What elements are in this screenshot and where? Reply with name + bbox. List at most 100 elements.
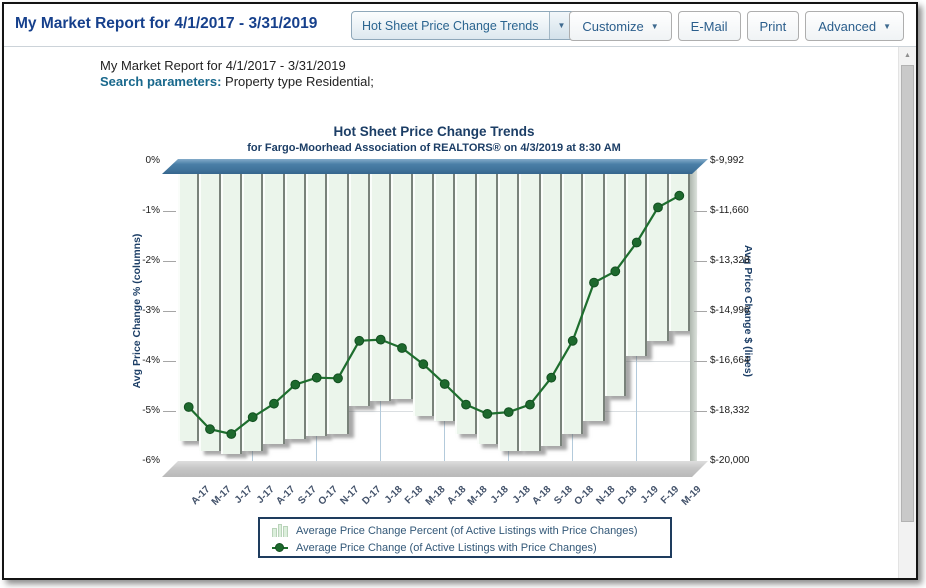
axis-tick-mark: [163, 311, 176, 312]
x-axis-label: S-18: [552, 484, 576, 507]
line-series: [183, 190, 685, 439]
column-bar: [540, 161, 562, 446]
app-window: My Market Report for 4/1/2017 - 3/31/201…: [2, 2, 918, 580]
line-marker: [567, 335, 578, 346]
line-marker: [631, 237, 642, 248]
line-marker: [226, 429, 237, 439]
line-marker: [290, 379, 301, 390]
x-axis-label: O-17: [316, 484, 341, 508]
chart-title: Hot Sheet Price Change Trends: [333, 124, 535, 139]
axis-tick-mark: [694, 311, 707, 312]
line-marker: [333, 373, 343, 384]
search-parameters: Search parameters: Property type Residen…: [100, 74, 374, 89]
line-marker: [269, 398, 279, 409]
column-bar: [220, 161, 242, 454]
line-marker: [525, 399, 535, 410]
line-marker: [546, 372, 557, 383]
legend-item: Average Price Change Percent (of Active …: [272, 522, 670, 539]
column-bar: [626, 161, 648, 356]
chevron-down-icon: ▼: [883, 21, 891, 31]
column-bar: [455, 161, 477, 434]
line-marker: [653, 202, 663, 213]
toolbar-header: My Market Report for 4/1/2017 - 3/31/201…: [4, 4, 916, 47]
axis-tick-label: $-13,328: [710, 255, 750, 266]
axis-tick-mark: [694, 261, 707, 262]
line-marker: [503, 407, 514, 418]
line-marker: [354, 335, 365, 346]
report-type-dropdown[interactable]: Hot Sheet Price Change Trends ▼: [351, 11, 575, 40]
line-path: [187, 194, 680, 436]
line-marker: [482, 409, 493, 419]
x-axis-label: M-17: [209, 484, 234, 508]
column-bar: [583, 161, 605, 421]
x-axis-label: M-19: [679, 484, 704, 508]
column-bar: [498, 161, 520, 451]
search-parameters-value: Property type Residential;: [225, 74, 374, 89]
line-marker: [311, 372, 322, 383]
axis-tick-mark: [163, 361, 176, 362]
print-button[interactable]: Print: [746, 11, 800, 41]
axis-tick-mark: [163, 261, 176, 262]
vertical-scrollbar[interactable]: ▲: [898, 47, 916, 578]
x-axis-label: J-17: [233, 484, 256, 506]
scrollbar-thumb[interactable]: [901, 65, 914, 522]
axis-tick-mark: [163, 211, 176, 212]
legend-item-label: Average Price Change (of Active Listings…: [296, 541, 597, 554]
x-axis-label: S-17: [296, 484, 320, 507]
axis-tick-label: 0%: [145, 155, 160, 166]
column-bar: [178, 161, 200, 441]
line-marker: [610, 266, 621, 277]
column-bar: [668, 161, 690, 331]
advanced-button-label: Advanced: [818, 18, 877, 34]
report-type-dropdown-value: Hot Sheet Price Change Trends: [362, 18, 539, 33]
legend-columns-icon: [272, 524, 289, 537]
axis-tick-mark: [694, 211, 707, 212]
chart-bottom-plane: [162, 461, 708, 477]
report-heading: My Market Report for 4/1/2017 - 3/31/201…: [100, 58, 346, 73]
left-axis: 0% -1% -2% -3% -4% -5% -6%: [108, 155, 176, 466]
x-axis-label: J-18: [489, 484, 512, 506]
column-bar: [199, 161, 221, 451]
column-bar: [476, 161, 498, 444]
x-axis-label: M-18: [423, 484, 448, 508]
axis-tick-label: -5%: [142, 405, 160, 416]
x-axis-label: D-17: [360, 484, 384, 508]
column-bar: [647, 161, 669, 341]
report-content: My Market Report for 4/1/2017 - 3/31/201…: [4, 4, 916, 578]
column-bar: [327, 161, 349, 434]
line-marker: [397, 343, 407, 353]
axis-tick-mark: [163, 411, 176, 412]
axis-tick-label: $-14,996: [710, 305, 750, 316]
line-marker: [247, 412, 258, 423]
column-bar: [562, 161, 584, 434]
column-bar: [519, 161, 541, 451]
email-button[interactable]: E-Mail: [677, 11, 741, 41]
legend-item: Average Price Change (of Active Listings…: [272, 539, 670, 556]
column-bar: [412, 161, 434, 416]
line-marker: [461, 399, 471, 410]
line-marker: [183, 402, 194, 412]
chart-right-wall: [690, 161, 697, 461]
axis-tick-label: -1%: [142, 205, 160, 216]
axis-tick-label: $-18,332: [710, 405, 750, 416]
column-bar: [391, 161, 413, 399]
column-bar: [306, 161, 328, 436]
customize-button[interactable]: Customize ▼: [569, 11, 672, 41]
axis-tick-label: $-16,664: [710, 355, 750, 366]
print-button-label: Print: [759, 18, 787, 34]
chart-plot-area: [178, 161, 690, 461]
scroll-up-arrow-icon[interactable]: ▲: [899, 48, 916, 63]
column-bar: [284, 161, 306, 439]
advanced-button[interactable]: Advanced ▼: [805, 11, 904, 41]
x-axis-label: A-17: [274, 484, 298, 508]
axis-tick-label: $-20,000: [710, 455, 750, 466]
axis-tick-label: $-11,660: [710, 205, 749, 216]
right-axis: $-9,992 $-11,660 $-13,328 $-14,996 $-16,664 $…: [694, 155, 772, 466]
chart-subtitle: for Fargo-Moorhead Association of REALTO…: [247, 142, 621, 154]
toolbar: Customize ▼ E-Mail Print Advanced ▼: [569, 11, 904, 41]
x-axis-label: A-18: [530, 484, 554, 508]
x-axis: A-17 M-17 J-17 J-17 A-17 S-17 O-17 N-17 D-17 J-18…: [178, 478, 703, 520]
x-axis-label: O-18: [572, 484, 597, 508]
column-bar: [242, 161, 264, 451]
x-axis-label: D-18: [616, 484, 640, 508]
